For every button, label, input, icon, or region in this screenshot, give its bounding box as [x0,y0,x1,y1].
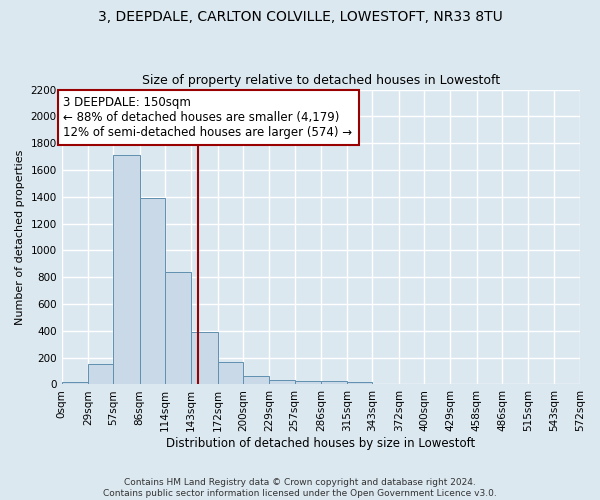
Bar [269,380,295,384]
Bar [62,382,88,384]
Title: Size of property relative to detached houses in Lowestoft: Size of property relative to detached ho… [142,74,500,87]
Bar [321,381,347,384]
Bar [140,198,165,384]
Bar [243,376,269,384]
Bar [218,362,243,384]
Bar [88,364,113,384]
Bar [191,332,218,384]
Text: 3 DEEPDALE: 150sqm
← 88% of detached houses are smaller (4,179)
12% of semi-deta: 3 DEEPDALE: 150sqm ← 88% of detached hou… [64,96,353,140]
Bar [347,382,373,384]
Text: 3, DEEPDALE, CARLTON COLVILLE, LOWESTOFT, NR33 8TU: 3, DEEPDALE, CARLTON COLVILLE, LOWESTOFT… [98,10,502,24]
Bar [165,272,191,384]
X-axis label: Distribution of detached houses by size in Lowestoft: Distribution of detached houses by size … [166,437,475,450]
Y-axis label: Number of detached properties: Number of detached properties [15,150,25,324]
Text: Contains HM Land Registry data © Crown copyright and database right 2024.
Contai: Contains HM Land Registry data © Crown c… [103,478,497,498]
Bar [113,155,140,384]
Bar [295,380,321,384]
